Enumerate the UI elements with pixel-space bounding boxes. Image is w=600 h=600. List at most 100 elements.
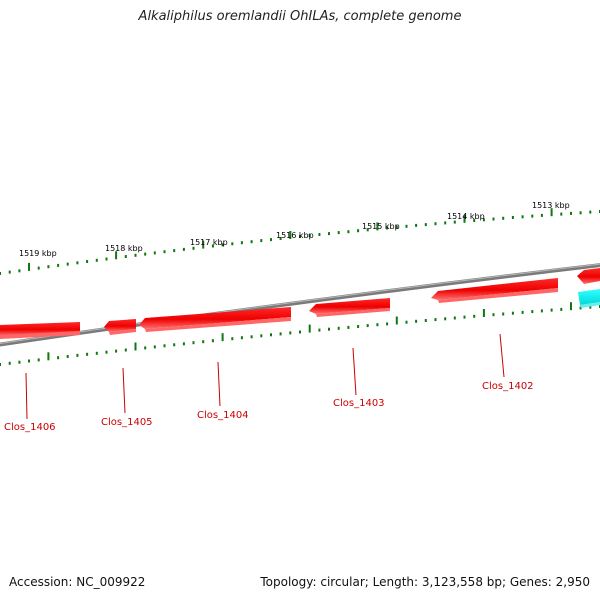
minor-tick bbox=[347, 325, 350, 329]
major-tick bbox=[570, 302, 572, 311]
minor-tick bbox=[182, 247, 185, 251]
minor-tick bbox=[231, 242, 234, 246]
minor-tick bbox=[202, 340, 205, 344]
minor-tick bbox=[76, 261, 79, 265]
minor-tick bbox=[279, 332, 282, 336]
minor-tick bbox=[231, 337, 234, 341]
gene-arrow-clos-1403[interactable] bbox=[309, 298, 390, 317]
minor-tick bbox=[531, 310, 534, 314]
minor-tick bbox=[163, 344, 166, 348]
major-tick bbox=[47, 352, 50, 361]
minor-tick bbox=[482, 218, 485, 222]
minor-tick bbox=[250, 335, 253, 339]
minor-tick bbox=[211, 244, 214, 248]
minor-tick bbox=[453, 316, 456, 320]
minor-tick bbox=[270, 333, 272, 337]
minor-tick bbox=[221, 243, 224, 247]
minor-tick bbox=[260, 239, 263, 243]
gene-label-clos-1404[interactable]: Clos_1404 bbox=[197, 410, 249, 421]
minor-tick bbox=[211, 339, 214, 343]
kbp-label: 1516 kbp bbox=[276, 231, 314, 240]
minor-tick bbox=[173, 343, 176, 347]
minor-tick bbox=[192, 341, 195, 345]
minor-tick bbox=[18, 269, 21, 273]
minor-tick bbox=[366, 324, 369, 328]
minor-tick bbox=[0, 272, 1, 275]
minor-tick bbox=[560, 212, 563, 216]
inner-tick-row bbox=[0, 302, 600, 366]
minor-tick bbox=[299, 235, 301, 238]
major-tick bbox=[550, 208, 553, 217]
minor-tick bbox=[260, 334, 263, 338]
gene-label-clos-1405[interactable]: Clos_1405 bbox=[101, 417, 153, 428]
minor-tick bbox=[95, 351, 98, 355]
minor-tick bbox=[511, 311, 514, 315]
gene-arrow-clos-1402[interactable] bbox=[431, 278, 558, 303]
minor-tick bbox=[473, 219, 476, 222]
gene-arrow-clos-1404[interactable] bbox=[139, 307, 291, 332]
minor-tick bbox=[328, 327, 330, 331]
major-tick bbox=[308, 324, 311, 333]
minor-tick bbox=[270, 238, 272, 242]
gene-label-clos-1402[interactable]: Clos_1402 bbox=[482, 381, 534, 392]
kbp-labels: 1519 kbp 1518 kbp 1517 kbp 1516 kbp 1515… bbox=[19, 201, 570, 258]
major-tick bbox=[463, 214, 466, 223]
gene-features bbox=[0, 268, 600, 339]
minor-tick bbox=[57, 356, 60, 360]
minor-tick bbox=[405, 224, 408, 228]
leader-line-clos-1403 bbox=[352, 347, 357, 396]
minor-tick bbox=[589, 210, 592, 214]
kbp-label: 1514 kbp bbox=[447, 212, 485, 221]
minor-tick bbox=[105, 350, 108, 354]
minor-tick bbox=[424, 319, 427, 322]
minor-tick bbox=[492, 313, 495, 317]
outer-tick-row bbox=[0, 208, 600, 275]
minor-tick bbox=[579, 211, 582, 215]
major-tick bbox=[28, 262, 30, 271]
minor-tick bbox=[144, 346, 147, 350]
major-tick bbox=[482, 309, 485, 317]
gene-arrow-partial-red[interactable] bbox=[577, 268, 600, 284]
minor-tick bbox=[328, 232, 330, 236]
minor-tick bbox=[47, 265, 50, 269]
kbp-label: 1513 kbp bbox=[532, 201, 570, 210]
minor-tick bbox=[463, 315, 466, 319]
gene-label-clos-1403[interactable]: Clos_1403 bbox=[333, 398, 385, 409]
genome-backbone bbox=[0, 263, 600, 347]
accession-text: Accession: NC_009922 bbox=[9, 575, 146, 589]
major-tick bbox=[134, 342, 137, 351]
minor-tick bbox=[540, 213, 543, 217]
minor-tick bbox=[434, 318, 437, 322]
leader-line-clos-1405 bbox=[122, 367, 126, 414]
minor-tick bbox=[502, 216, 505, 220]
gene-arrow-clos-1406[interactable] bbox=[0, 322, 80, 339]
minor-tick bbox=[415, 223, 418, 227]
genome-summary-text: Topology: circular; Length: 3,123,558 bp… bbox=[260, 575, 590, 589]
minor-tick bbox=[86, 352, 89, 356]
minor-tick bbox=[124, 348, 127, 352]
minor-tick bbox=[473, 314, 476, 318]
minor-tick bbox=[95, 258, 98, 262]
leader-line-clos-1404 bbox=[217, 361, 221, 407]
minor-tick bbox=[76, 353, 79, 357]
minor-tick bbox=[579, 306, 582, 310]
minor-tick bbox=[376, 323, 379, 327]
minor-tick bbox=[250, 240, 253, 244]
major-tick bbox=[376, 222, 379, 231]
minor-tick bbox=[444, 221, 447, 225]
minor-tick bbox=[502, 312, 505, 316]
minor-tick bbox=[453, 220, 456, 224]
minor-tick bbox=[28, 359, 30, 363]
gene-arrow-partial-cyan[interactable] bbox=[578, 289, 600, 308]
kbp-label: 1515 kbp bbox=[362, 222, 400, 231]
minor-tick bbox=[589, 305, 592, 309]
minor-tick bbox=[337, 231, 340, 235]
major-tick bbox=[221, 333, 224, 342]
minor-tick bbox=[124, 255, 127, 258]
minor-tick bbox=[511, 216, 514, 219]
gene-arrow-clos-1405[interactable] bbox=[104, 319, 136, 335]
minor-tick bbox=[434, 222, 437, 226]
minor-tick bbox=[521, 215, 524, 219]
gene-label-clos-1406[interactable]: Clos_1406 bbox=[4, 422, 56, 433]
minor-tick bbox=[66, 262, 69, 266]
